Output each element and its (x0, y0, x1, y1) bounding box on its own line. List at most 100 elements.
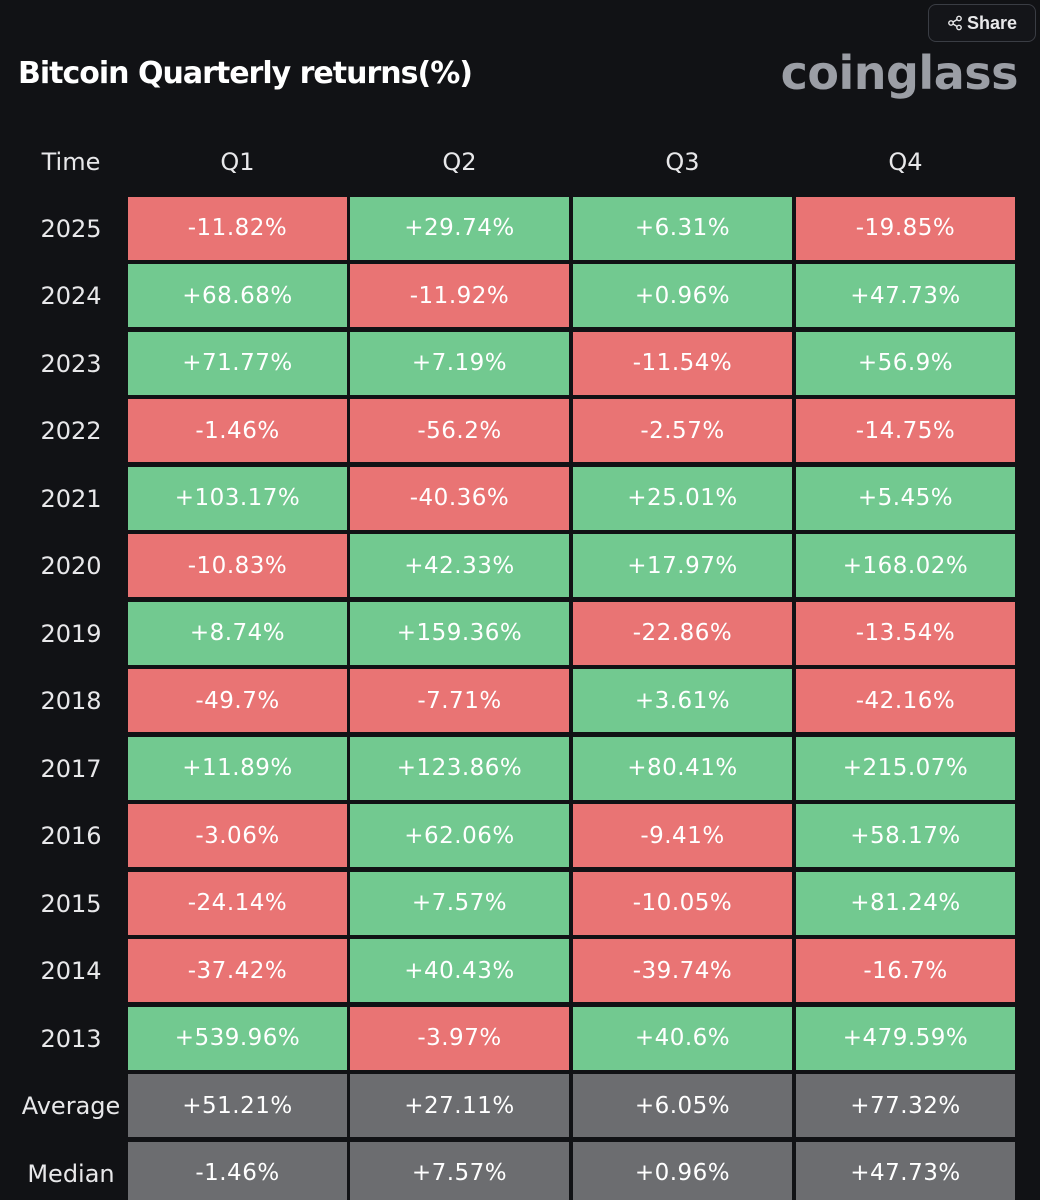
return-cell: +479.59% (796, 1006, 1015, 1070)
summary-label: Median (27, 1159, 115, 1188)
summary-cell: +6.05% (573, 1074, 792, 1137)
summary-cell: +7.57% (350, 1141, 569, 1200)
return-cell: +539.96% (128, 1006, 347, 1070)
return-cell: -56.2% (350, 399, 569, 462)
time-header: Time (41, 147, 101, 176)
return-cell: -11.92% (350, 264, 569, 327)
return-cell: +6.31% (573, 196, 792, 260)
return-cell: +62.06% (350, 804, 569, 867)
return-cell: +17.97% (573, 534, 792, 597)
quarter-header: Q2 (442, 147, 477, 176)
return-cell: +7.19% (350, 331, 569, 395)
table-row: 2014 -37.42% +40.43% -39.74% -16.7% (0, 938, 1040, 1006)
table-row: 2021 +103.17% -40.36% +25.01% +5.45% (0, 465, 1040, 533)
return-cell: +0.96% (573, 264, 792, 327)
return-cell: +123.86% (350, 736, 569, 800)
year-label: 2013 (40, 1024, 102, 1053)
return-cell: -16.7% (796, 939, 1015, 1002)
return-cell: +7.57% (350, 871, 569, 935)
summary-label: Average (21, 1092, 121, 1121)
year-label: 2020 (40, 552, 102, 581)
return-cell: +56.9% (796, 331, 1015, 395)
return-cell: -1.46% (128, 399, 347, 462)
return-cell: -42.16% (796, 669, 1015, 732)
return-cell: +29.74% (350, 196, 569, 260)
return-cell: +5.45% (796, 466, 1015, 530)
return-cell: -19.85% (796, 196, 1015, 260)
return-cell: +25.01% (573, 466, 792, 530)
year-label: 2014 (40, 957, 102, 986)
return-cell: -3.97% (350, 1006, 569, 1070)
quarter-header: Q3 (665, 147, 700, 176)
table-row: 2017 +11.89% +123.86% +80.41% +215.07% (0, 735, 1040, 803)
return-cell: +68.68% (128, 264, 347, 327)
return-cell: -13.54% (796, 601, 1015, 665)
return-cell: +58.17% (796, 804, 1015, 867)
share-icon (947, 15, 963, 31)
return-cell: +8.74% (128, 601, 347, 665)
return-cell: +71.77% (128, 331, 347, 395)
return-cell: +215.07% (796, 736, 1015, 800)
table-row: 2016 -3.06% +62.06% -9.41% +58.17% (0, 803, 1040, 871)
summary-cell: -1.46% (128, 1141, 347, 1200)
return-cell: -10.05% (573, 871, 792, 935)
table-row: 2013 +539.96% -3.97% +40.6% +479.59% (0, 1005, 1040, 1073)
return-cell: +47.73% (796, 264, 1015, 327)
chart-title: Bitcoin Quarterly returns(%) (18, 56, 473, 91)
share-label: Share (966, 12, 1018, 33)
return-cell: +40.6% (573, 1006, 792, 1070)
quarter-header: Q4 (888, 147, 923, 176)
summary-cell: +51.21% (128, 1074, 347, 1137)
table-row: 2025 -11.82% +29.74% +6.31% -19.85% (0, 195, 1040, 263)
return-cell: +40.43% (350, 939, 569, 1002)
table-row: 2024 +68.68% -11.92% +0.96% +47.73% (0, 263, 1040, 331)
summary-cell: +27.11% (350, 1074, 569, 1137)
return-cell: -22.86% (573, 601, 792, 665)
return-cell: +103.17% (128, 466, 347, 530)
year-label: 2023 (40, 349, 102, 378)
summary-cell: +77.32% (796, 1074, 1015, 1137)
year-label: 2022 (40, 417, 102, 446)
return-cell: -2.57% (573, 399, 792, 462)
brand-logo: coinglass (780, 46, 1019, 100)
return-cell: +42.33% (350, 534, 569, 597)
summary-cell: +47.73% (796, 1141, 1015, 1200)
year-label: 2017 (40, 754, 102, 783)
return-cell: +11.89% (128, 736, 347, 800)
quarter-header: Q1 (220, 147, 255, 176)
return-cell: -11.54% (573, 331, 792, 395)
return-cell: -10.83% (128, 534, 347, 597)
return-cell: +168.02% (796, 534, 1015, 597)
return-cell: +81.24% (796, 871, 1015, 935)
return-cell: +3.61% (573, 669, 792, 732)
year-label: 2025 (40, 214, 102, 243)
return-cell: -37.42% (128, 939, 347, 1002)
year-label: 2016 (40, 822, 102, 851)
summary-row: Median -1.46% +7.57% +0.96% +47.73% (0, 1140, 1040, 1200)
summary-row: Average +51.21% +27.11% +6.05% +77.32% (0, 1073, 1040, 1141)
share-button[interactable]: Share (928, 4, 1036, 42)
return-cell: +159.36% (350, 601, 569, 665)
header-row: Time Q1 Q2 Q3 Q4 (0, 128, 1040, 196)
table-row: 2020 -10.83% +42.33% +17.97% +168.02% (0, 533, 1040, 601)
year-label: 2018 (40, 687, 102, 716)
return-cell: -7.71% (350, 669, 569, 732)
table-row: 2015 -24.14% +7.57% -10.05% +81.24% (0, 870, 1040, 938)
return-cell: -24.14% (128, 871, 347, 935)
table-row: 2019 +8.74% +159.36% -22.86% -13.54% (0, 600, 1040, 668)
return-cell: -3.06% (128, 804, 347, 867)
year-label: 2019 (40, 619, 102, 648)
return-cell: -40.36% (350, 466, 569, 530)
return-cell: -9.41% (573, 804, 792, 867)
table-row: 2023 +71.77% +7.19% -11.54% +56.9% (0, 330, 1040, 398)
year-label: 2024 (40, 282, 102, 311)
return-cell: -11.82% (128, 196, 347, 260)
return-cell: -49.7% (128, 669, 347, 732)
return-cell: -39.74% (573, 939, 792, 1002)
table-row: 2018 -49.7% -7.71% +3.61% -42.16% (0, 668, 1040, 736)
return-cell: -14.75% (796, 399, 1015, 462)
year-label: 2015 (40, 889, 102, 918)
return-cell: +80.41% (573, 736, 792, 800)
table-row: 2022 -1.46% -56.2% -2.57% -14.75% (0, 398, 1040, 466)
